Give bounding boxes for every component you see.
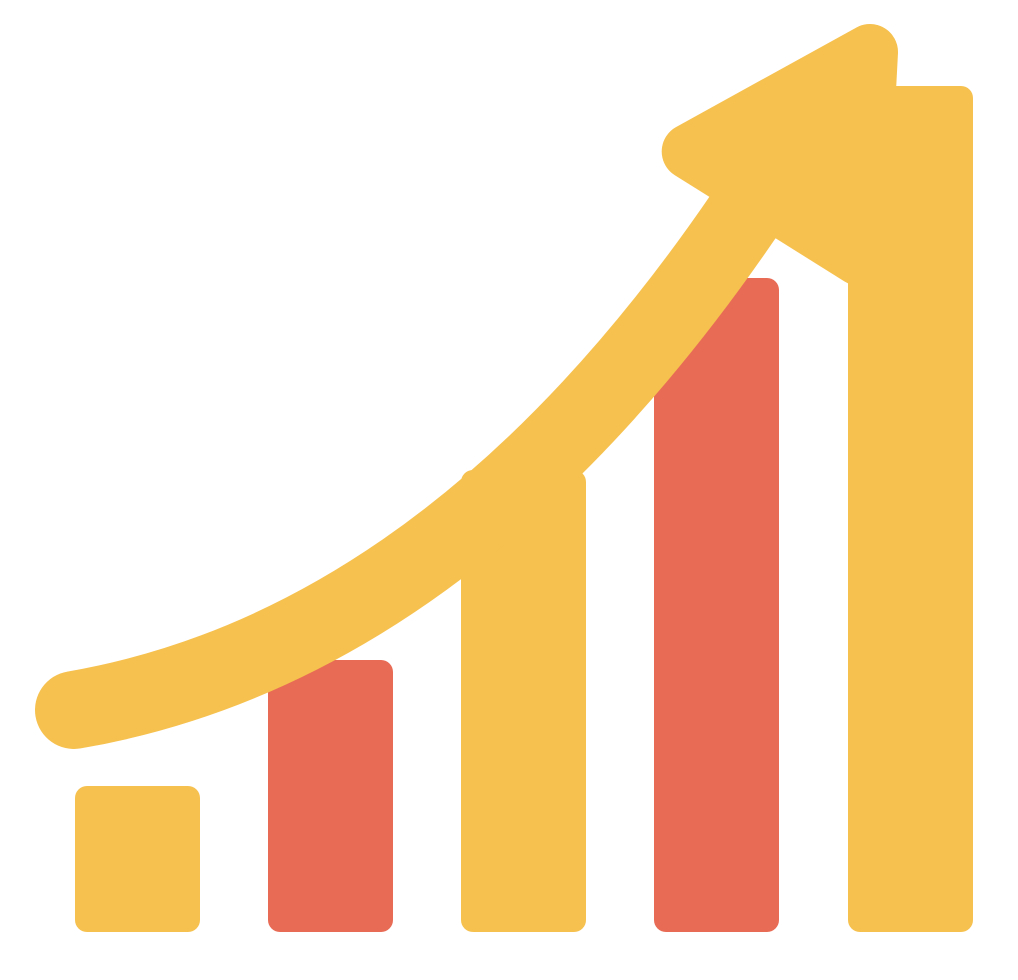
- bar-1: [75, 786, 200, 932]
- growth-chart-icon: [0, 0, 1018, 980]
- bar-4: [654, 278, 779, 932]
- bar-2: [268, 660, 393, 932]
- growth-chart-svg: [0, 0, 1018, 980]
